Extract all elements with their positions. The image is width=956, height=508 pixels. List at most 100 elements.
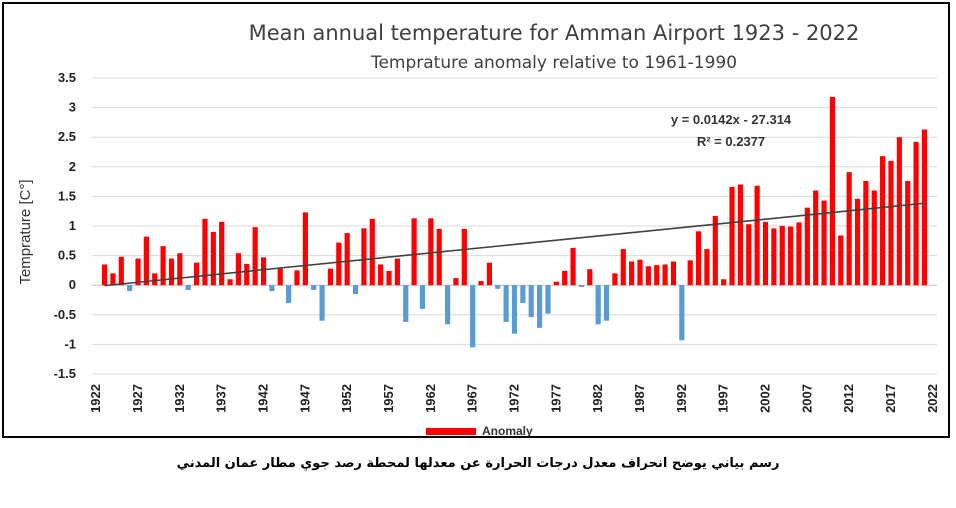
bar — [603, 285, 610, 321]
bar — [520, 285, 526, 303]
bar — [645, 266, 651, 286]
bar — [562, 270, 568, 286]
bar — [863, 181, 869, 286]
x-tick-label: 2007 — [799, 384, 814, 413]
bar — [629, 261, 635, 286]
bar — [260, 257, 267, 286]
y-tick-label: -1.5 — [54, 366, 76, 381]
bar — [670, 261, 677, 286]
bar — [235, 253, 242, 286]
y-axis-ticks: -1.5 -1 -0.5 0 0.5 1 1.5 2 2.5 3 3.5 — [54, 70, 76, 381]
x-tick-label: 1972 — [507, 384, 522, 413]
y-tick-label: 2 — [69, 159, 76, 174]
bar — [880, 156, 886, 286]
bar — [511, 285, 518, 334]
bar — [436, 228, 442, 286]
x-tick-label: 1997 — [716, 384, 731, 413]
bar — [193, 262, 200, 286]
y-tick-label: -0.5 — [54, 307, 76, 322]
bar — [110, 273, 116, 286]
x-tick-label: 1977 — [548, 384, 563, 413]
bar — [185, 285, 191, 290]
bar — [495, 285, 501, 289]
bar — [470, 285, 476, 348]
x-tick-label: 1947 — [297, 384, 312, 413]
bar — [202, 218, 208, 286]
bar — [553, 281, 559, 286]
bar — [394, 258, 400, 286]
bar — [428, 218, 434, 286]
x-tick-label: 2002 — [757, 384, 772, 413]
bar — [913, 141, 919, 286]
bar — [578, 285, 585, 287]
bar — [754, 185, 760, 286]
bar — [813, 190, 819, 286]
x-tick-label: 1962 — [423, 384, 438, 413]
bar — [637, 259, 643, 286]
bar — [152, 273, 158, 286]
bar — [336, 242, 342, 286]
bar — [704, 249, 710, 286]
bar — [143, 236, 149, 286]
chart-subtitle: Temprature anomaly relative to 1961-1990 — [370, 53, 737, 73]
bar — [135, 258, 141, 286]
bar — [369, 218, 375, 286]
chart-title: Mean annual temperature for Amman Airpor… — [249, 21, 860, 45]
bar — [712, 215, 718, 286]
bar — [771, 228, 777, 286]
bar — [779, 226, 785, 286]
bar — [294, 270, 300, 286]
y-tick-label: -1 — [64, 336, 76, 351]
bar — [829, 96, 836, 286]
bar — [378, 264, 384, 286]
x-tick-label: 1922 — [88, 384, 103, 413]
bar — [737, 184, 743, 286]
bar — [620, 249, 626, 286]
bar — [344, 233, 350, 286]
bar — [654, 265, 660, 286]
bar — [695, 231, 702, 286]
bar — [528, 285, 534, 318]
bar — [227, 279, 233, 286]
bar — [746, 224, 752, 286]
bar — [269, 285, 275, 292]
bar — [118, 256, 124, 286]
chart-caption: رسم بياني يوضح انحراف معدل درجات الحرارة… — [176, 456, 780, 471]
bar — [352, 285, 359, 295]
y-tick-label: 3.5 — [58, 70, 76, 85]
bar — [854, 198, 861, 286]
x-tick-label: 1967 — [465, 384, 480, 413]
bar — [127, 285, 133, 292]
x-axis-ticks: 1922 1927 1932 1937 1942 1947 1952 1957 1962 1967… — [88, 384, 940, 413]
bar — [101, 264, 108, 286]
bar — [219, 221, 225, 286]
bar — [461, 228, 467, 286]
bar — [411, 218, 417, 286]
bar — [286, 285, 292, 303]
bar — [386, 270, 392, 286]
x-tick-label: 1992 — [674, 384, 689, 413]
bar — [478, 281, 484, 286]
bar — [311, 285, 317, 290]
bar — [921, 129, 928, 286]
bar — [503, 285, 509, 322]
bar — [277, 268, 283, 286]
chart-frame: Mean annual temperature for Amman Airpor… — [2, 2, 950, 438]
bar — [361, 228, 367, 286]
bar — [821, 200, 827, 286]
bar — [762, 221, 769, 286]
bar — [846, 172, 852, 286]
bar — [444, 285, 451, 325]
legend-label-anomaly: Anomaly — [482, 424, 533, 436]
bar — [612, 273, 618, 286]
bar — [905, 181, 911, 286]
x-tick-label: 1932 — [172, 384, 187, 413]
bar — [662, 264, 668, 286]
bar — [319, 285, 325, 321]
trendline-r-squared: R² = 0.2377 — [697, 134, 765, 149]
bar — [888, 160, 894, 286]
bar — [545, 285, 551, 314]
y-tick-label: 0 — [69, 277, 76, 292]
y-axis-label: Temprature [C°] — [17, 179, 34, 284]
bar — [871, 190, 877, 286]
